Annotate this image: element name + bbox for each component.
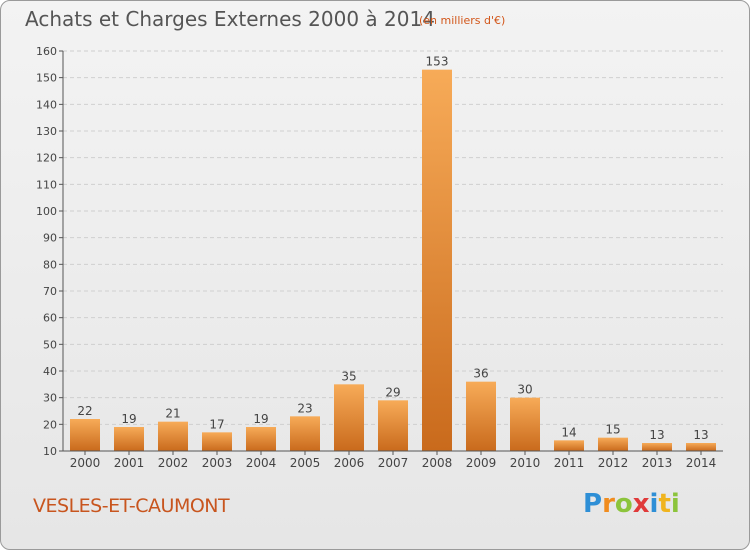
y-tick-label: 60 xyxy=(43,312,57,325)
data-label: 13 xyxy=(649,428,664,442)
data-label: 29 xyxy=(385,385,400,399)
y-tick-label: 150 xyxy=(36,72,57,85)
data-label: 30 xyxy=(517,383,532,397)
y-tick-label: 130 xyxy=(36,125,57,138)
x-tick-label: 2009 xyxy=(466,456,497,470)
data-label: 19 xyxy=(253,412,268,426)
x-tick-label: 2013 xyxy=(642,456,673,470)
commune-name: VESLES-ET-CAUMONT xyxy=(33,495,230,517)
x-tick-label: 2002 xyxy=(158,456,189,470)
y-tick-label: 50 xyxy=(43,338,57,351)
bar-2011[interactable] xyxy=(554,440,584,451)
y-tick-label: 30 xyxy=(43,392,57,405)
bar-2014[interactable] xyxy=(686,443,716,451)
data-label: 14 xyxy=(561,425,576,439)
bar-2000[interactable] xyxy=(70,419,100,451)
x-tick-label: 2011 xyxy=(554,456,585,470)
x-tick-label: 2001 xyxy=(114,456,145,470)
data-label: 36 xyxy=(473,367,488,381)
x-tick-label: 2014 xyxy=(686,456,717,470)
bar-2009[interactable] xyxy=(466,381,496,451)
logo-letter: i xyxy=(670,489,680,519)
chart-title: Achats et Charges Externes 2000 à 2014 xyxy=(25,7,435,31)
y-tick-label: 80 xyxy=(43,258,57,271)
y-tick-label: 70 xyxy=(43,285,57,298)
x-tick-label: 2004 xyxy=(246,456,277,470)
logo-letter: o xyxy=(614,489,633,519)
x-tick-label: 2006 xyxy=(334,456,365,470)
bar-2007[interactable] xyxy=(378,400,408,451)
logo-letter: t xyxy=(658,489,671,519)
data-label: 21 xyxy=(165,407,180,421)
bar-2002[interactable] xyxy=(158,421,188,451)
data-label: 22 xyxy=(77,404,92,418)
logo-letter: i xyxy=(649,489,659,519)
data-label: 15 xyxy=(605,423,620,437)
y-tick-label: 90 xyxy=(43,232,57,245)
data-label: 153 xyxy=(426,55,449,69)
x-tick-label: 2000 xyxy=(70,456,101,470)
chart-unit: (en milliers d'€) xyxy=(419,14,506,27)
x-tick-label: 2007 xyxy=(378,456,409,470)
bar-2013[interactable] xyxy=(642,443,672,451)
x-tick-label: 2005 xyxy=(290,456,321,470)
proxiti-logo[interactable]: Proxiti xyxy=(583,489,680,519)
y-tick-label: 10 xyxy=(43,445,57,458)
x-tick-label: 2010 xyxy=(510,456,541,470)
y-tick-label: 120 xyxy=(36,152,57,165)
data-label: 17 xyxy=(209,417,224,431)
bar-2006[interactable] xyxy=(334,384,364,451)
y-tick-label: 100 xyxy=(36,205,57,218)
y-tick-label: 20 xyxy=(43,418,57,431)
y-tick-label: 140 xyxy=(36,98,57,111)
bar-2004[interactable] xyxy=(246,427,276,451)
y-tick-label: 110 xyxy=(36,178,57,191)
data-label: 13 xyxy=(693,428,708,442)
y-tick-label: 160 xyxy=(36,45,57,58)
bar-2001[interactable] xyxy=(114,427,144,451)
bar-2005[interactable] xyxy=(290,416,320,451)
data-label: 19 xyxy=(121,412,136,426)
logo-letter: r xyxy=(602,489,615,519)
y-tick-label: 40 xyxy=(43,365,57,378)
data-label: 35 xyxy=(341,369,356,383)
x-tick-label: 2003 xyxy=(202,456,233,470)
bar-2010[interactable] xyxy=(510,397,540,451)
x-tick-label: 2008 xyxy=(422,456,453,470)
data-label: 23 xyxy=(297,401,312,415)
logo-letter: x xyxy=(632,489,650,519)
bar-2003[interactable] xyxy=(202,432,232,451)
x-tick-label: 2012 xyxy=(598,456,629,470)
logo-letter: P xyxy=(583,489,603,519)
bar-2012[interactable] xyxy=(598,437,628,451)
bar-2008[interactable] xyxy=(422,69,452,452)
